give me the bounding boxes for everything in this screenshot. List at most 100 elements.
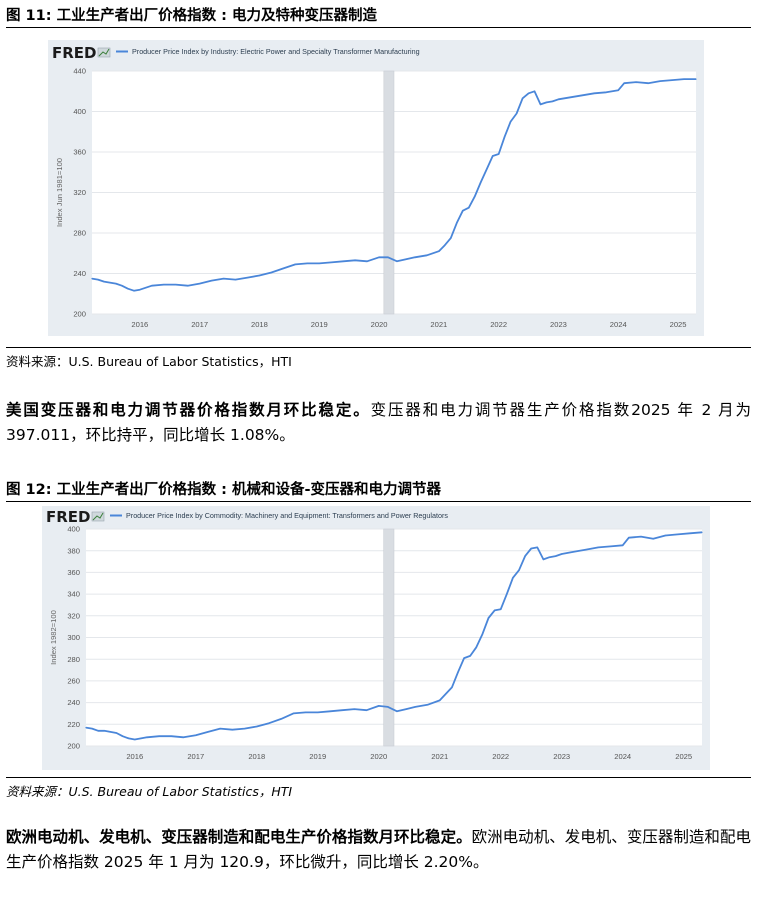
figure-12-bottom-rule bbox=[6, 777, 751, 778]
data-point bbox=[542, 558, 544, 560]
fred-logo-graph-icon bbox=[97, 47, 111, 58]
data-point bbox=[581, 94, 584, 96]
x-tick-label: 2020 bbox=[370, 752, 387, 761]
data-point bbox=[689, 532, 691, 534]
y-tick-label: 380 bbox=[67, 546, 80, 555]
data-point bbox=[548, 556, 551, 558]
x-tick-label: 2018 bbox=[248, 752, 265, 761]
y-tick-label: 200 bbox=[67, 742, 80, 751]
data-point bbox=[701, 531, 703, 533]
data-point bbox=[211, 280, 213, 282]
data-point bbox=[342, 260, 344, 262]
data-point bbox=[597, 546, 599, 548]
data-point bbox=[91, 278, 93, 280]
data-point bbox=[158, 735, 160, 737]
legend-label: Producer Price Index by Commodity: Machi… bbox=[126, 511, 448, 520]
data-point bbox=[539, 103, 542, 105]
data-point bbox=[258, 274, 260, 277]
data-point bbox=[695, 78, 697, 80]
data-point bbox=[439, 699, 441, 701]
paragraph-2-lead: 欧洲电动机、发电机、变压器制造和配电生产价格指数月环比稳定。 bbox=[6, 828, 472, 846]
data-point bbox=[555, 555, 557, 557]
y-tick-label: 240 bbox=[67, 698, 80, 707]
data-point bbox=[91, 728, 93, 730]
data-point bbox=[170, 735, 172, 737]
data-point bbox=[414, 706, 416, 708]
x-tick-label: 2025 bbox=[670, 320, 687, 329]
data-point bbox=[512, 577, 514, 579]
data-point bbox=[510, 121, 512, 123]
data-point bbox=[557, 98, 560, 100]
data-point bbox=[139, 289, 141, 291]
data-point bbox=[294, 263, 296, 265]
data-point bbox=[444, 244, 446, 246]
x-tick-label: 2019 bbox=[311, 320, 328, 329]
data-point bbox=[533, 90, 536, 92]
data-point bbox=[683, 78, 685, 80]
x-tick-label: 2017 bbox=[187, 752, 204, 761]
data-point bbox=[109, 282, 111, 284]
data-point bbox=[246, 277, 249, 279]
recession-band bbox=[383, 70, 395, 315]
data-point bbox=[366, 709, 368, 711]
x-tick-label: 2021 bbox=[430, 320, 447, 329]
paragraph-1-lead: 美国变压器和电力调节器价格指数月环比稳定。 bbox=[6, 401, 371, 419]
data-point bbox=[480, 181, 482, 183]
data-point bbox=[623, 82, 625, 84]
y-axis-label: Index Jun 1981=100 bbox=[55, 158, 64, 227]
data-point bbox=[282, 267, 284, 269]
x-tick-label: 2025 bbox=[675, 752, 692, 761]
x-tick-label: 2021 bbox=[431, 752, 448, 761]
figure-11-title: 图 11: 工业生产者出厂价格指数 : 电力及特种变压器制造 bbox=[6, 8, 377, 24]
data-point bbox=[163, 284, 165, 286]
paragraph-2-text: 欧洲电动机、发电机、变压器制造和配电生产价格指数 2025 年 1 月为 120… bbox=[6, 828, 751, 871]
data-point bbox=[280, 718, 282, 720]
y-tick-label: 220 bbox=[67, 720, 80, 729]
x-tick-label: 2020 bbox=[371, 320, 388, 329]
data-point bbox=[405, 258, 407, 260]
data-point bbox=[463, 657, 465, 659]
data-point bbox=[378, 256, 380, 258]
data-point bbox=[414, 256, 416, 258]
data-point bbox=[405, 708, 407, 710]
data-point bbox=[545, 101, 548, 103]
data-point bbox=[354, 259, 356, 261]
x-tick-label: 2023 bbox=[553, 752, 570, 761]
data-point bbox=[256, 725, 258, 728]
data-point bbox=[456, 222, 458, 224]
x-tick-label: 2016 bbox=[131, 320, 148, 329]
data-point bbox=[387, 256, 389, 258]
data-point bbox=[481, 633, 483, 635]
data-point bbox=[474, 196, 476, 198]
fred-logo-graph-icon bbox=[91, 511, 105, 522]
figure-11-source: 资料来源：U.S. Bureau of Labor Statistics，HTI bbox=[6, 354, 292, 369]
y-tick-label: 360 bbox=[73, 148, 86, 157]
legend-label: Producer Price Index by Industry: Electr… bbox=[132, 47, 420, 56]
figure-12-top-rule bbox=[6, 501, 751, 502]
data-point bbox=[457, 671, 459, 673]
data-point bbox=[426, 704, 429, 706]
data-point bbox=[652, 538, 654, 540]
figure-11-top-rule bbox=[6, 27, 751, 28]
data-point bbox=[498, 153, 500, 155]
data-point bbox=[530, 547, 532, 550]
x-tick-label: 2024 bbox=[610, 320, 627, 329]
y-tick-label: 320 bbox=[67, 611, 80, 620]
y-tick-label: 340 bbox=[67, 590, 80, 599]
y-tick-label: 400 bbox=[67, 525, 80, 534]
data-point bbox=[219, 728, 221, 730]
data-point bbox=[635, 81, 637, 83]
data-point bbox=[85, 727, 87, 729]
paragraph-2: 欧洲电动机、发电机、变压器制造和配电生产价格指数月环比稳定。欧洲电动机、发电机、… bbox=[6, 825, 751, 875]
data-point bbox=[585, 549, 587, 551]
data-point bbox=[396, 710, 398, 712]
data-point bbox=[573, 551, 575, 553]
y-tick-label: 280 bbox=[73, 229, 86, 238]
paragraph-1: 美国变压器和电力调节器价格指数月环比稳定。变压器和电力调节器生产价格指数2025… bbox=[6, 398, 751, 448]
data-point bbox=[647, 82, 649, 84]
data-point bbox=[151, 285, 153, 287]
data-point bbox=[317, 711, 319, 713]
data-point bbox=[115, 732, 118, 734]
data-point bbox=[528, 92, 530, 94]
data-point bbox=[609, 545, 612, 547]
